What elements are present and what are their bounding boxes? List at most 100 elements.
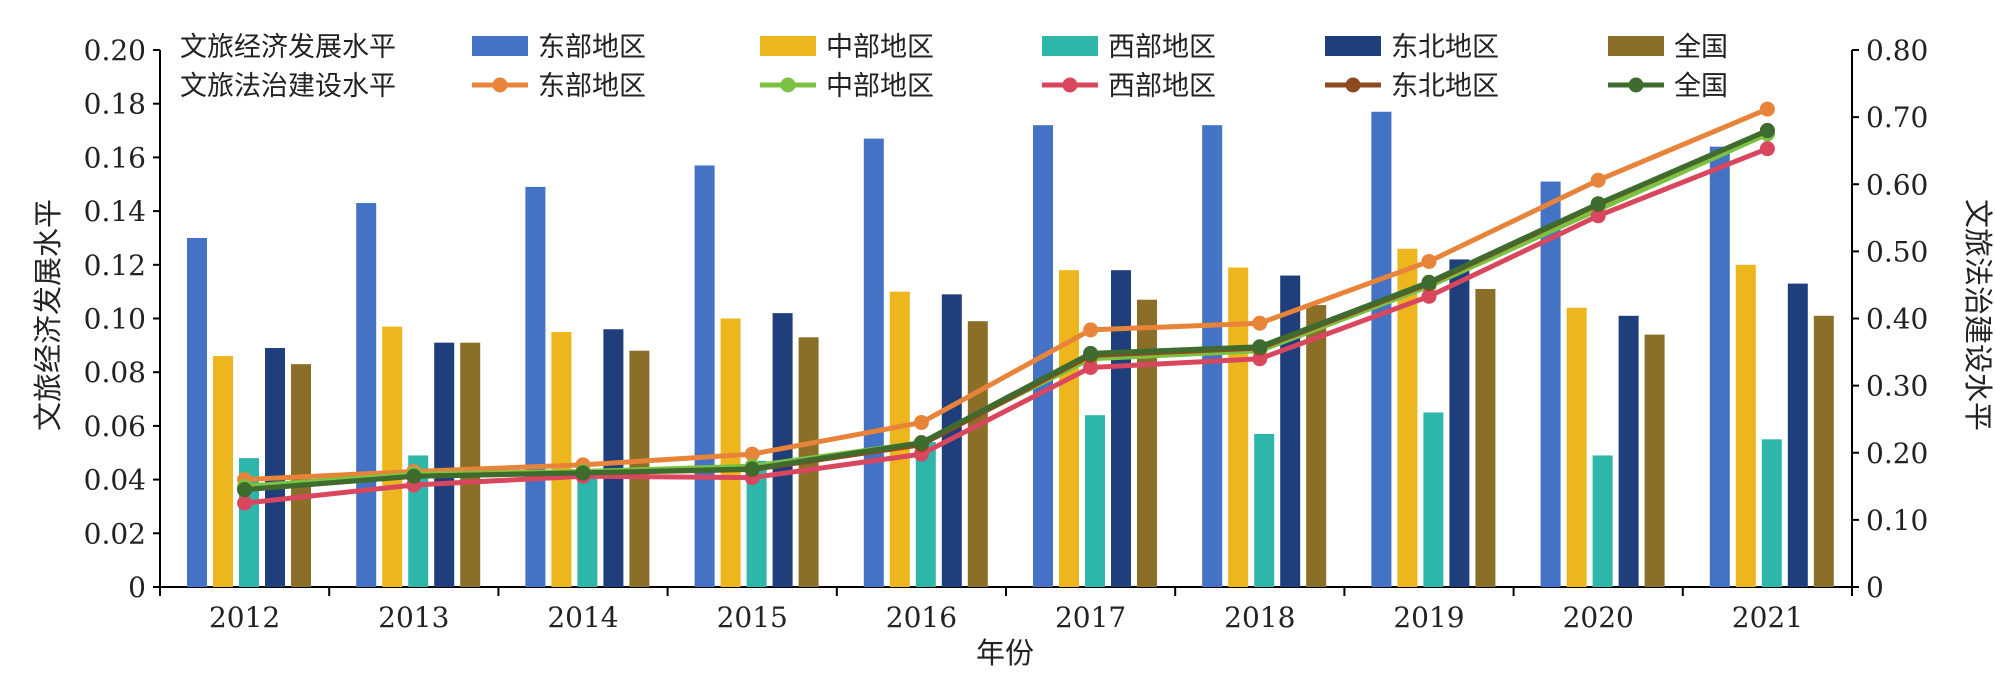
line-point [1083,345,1099,361]
line-point [1252,351,1268,367]
bar [551,331,572,587]
line-point [1759,141,1775,157]
y-right-tick-label: 0.10 [1866,504,1928,537]
bar [1137,299,1157,587]
line-point [1590,172,1606,188]
line-point [1083,322,1099,338]
legend-bar-label: 西部地区 [1108,32,1216,63]
bar [863,138,884,588]
bar [265,348,285,587]
y-left-tick-label: 0.10 [84,303,146,336]
line-point [1252,339,1268,355]
line-point [406,468,422,484]
bar [1449,259,1470,587]
bar [1735,264,1756,587]
y-left-tick-label: 0.02 [84,517,146,550]
y-right-tick-label: 0.50 [1866,235,1928,268]
y-right-tick-label: 0.70 [1866,101,1928,134]
series-line [244,146,1769,506]
line-point [1421,288,1437,304]
lines-layer [237,101,1775,511]
line-point [237,482,253,498]
bar [434,342,455,587]
line-point [1421,274,1437,290]
line-point [1759,101,1775,117]
x-tick-label: 2019 [1393,601,1464,634]
legend-bar-label: 东部地区 [538,32,646,63]
bar [1618,315,1639,587]
y-right-tick-label: 0.60 [1866,168,1928,201]
legend-bar-label: 全国 [1674,32,1728,63]
x-tick-label: 2013 [378,601,449,634]
bar [1761,439,1782,587]
x-tick-label: 2012 [209,601,280,634]
bar [746,460,767,587]
legend-bar-group-title: 文旅经济发展水平 [180,32,396,63]
line-point [744,461,760,477]
legend: 文旅经济发展水平 文旅法治建设水平 东部地区 中部地区 西部地区 东北地区 全国东部地区… [180,32,1728,102]
bar [1371,111,1392,587]
line-point [1083,360,1099,376]
bar [1709,146,1730,587]
legend-line-marker [492,77,508,93]
bar [1280,275,1301,587]
bar [1397,248,1418,587]
bar [1228,267,1249,587]
bar [1306,305,1327,587]
legend-line-marker [1345,77,1361,93]
line-point [1590,196,1606,212]
line-point [1759,123,1775,139]
bar [460,342,481,587]
axes-layer: 0 0.02 0.04 0.06 0.08 0.10 0.12 0.14 0.16 0.18 0.2… [84,34,1929,634]
y-left-tick-label: 0.08 [84,356,146,389]
line-point [913,415,929,431]
line-point [575,465,591,481]
bar [1423,412,1444,587]
bar [577,468,598,587]
y-left-tick-label: 0.06 [84,410,146,443]
bar [356,203,377,588]
line-point [1421,253,1437,269]
bar [1592,455,1613,587]
legend-bar-swatch [760,36,816,56]
x-tick-label: 2020 [1563,601,1634,634]
bar [603,329,624,587]
y-right-tick-label: 0.30 [1866,370,1928,403]
line-point [913,435,929,451]
x-tick-label: 2015 [717,601,788,634]
legend-bar-swatch [472,36,528,56]
y-left-tick-label: 0.20 [84,34,146,67]
x-tick-label: 2021 [1732,601,1803,634]
legend-line-label: 东部地区 [538,71,646,102]
legend-line-marker [780,77,796,93]
x-axis-title: 年份 [976,636,1034,670]
bar [1644,334,1665,587]
bar [694,165,715,587]
legend-line-label: 全国 [1674,71,1728,102]
x-tick-label: 2017 [1055,601,1126,634]
y-left-tick-label: 0.04 [84,464,146,497]
y-left-tick-label: 0.14 [84,195,146,228]
y-right-axis-title: 文旅法治建设水平 [1961,199,1995,431]
bar [1787,283,1808,587]
y-left-axis-title: 文旅经济发展水平 [31,199,65,431]
x-tick-label: 2016 [886,601,957,634]
bar [187,237,207,587]
bar [1111,270,1131,587]
y-right-tick-label: 0.80 [1866,34,1928,67]
line-point [1252,315,1268,331]
bar [1254,433,1275,587]
line-point [744,446,760,462]
y-left-tick-label: 0.12 [84,249,146,282]
legend-bar-swatch [1325,36,1381,56]
bar [1085,415,1105,587]
y-left-tick-label: 0 [128,571,146,604]
bar [1566,307,1587,587]
bar [1059,270,1079,587]
legend-bar-swatch [1608,36,1664,56]
legend-bar-label: 东北地区 [1391,32,1499,63]
bar [1202,125,1223,588]
line-point [237,495,253,511]
